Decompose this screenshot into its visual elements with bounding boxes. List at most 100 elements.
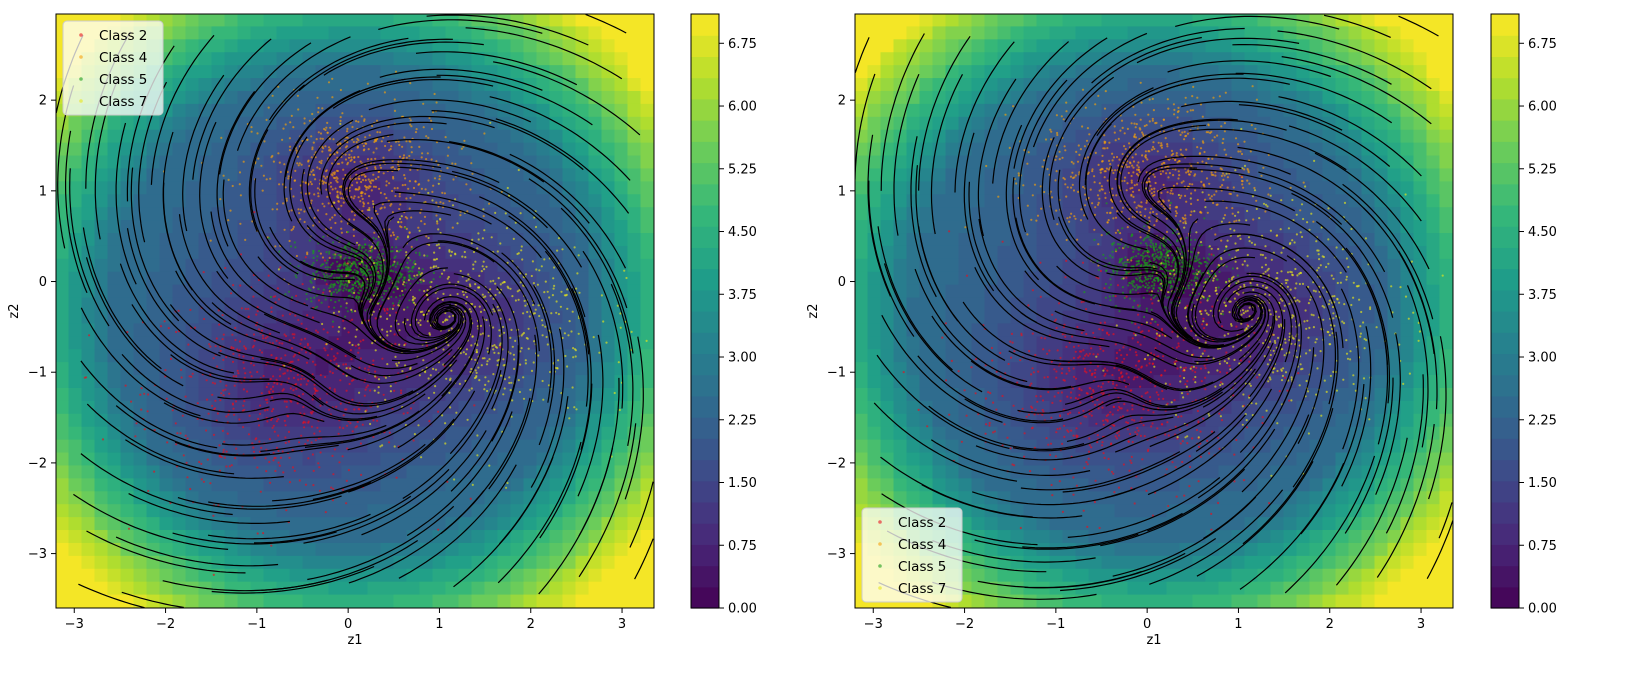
point-class-7: [496, 250, 499, 253]
point-class-2: [1103, 287, 1106, 290]
point-class-5: [1119, 243, 1122, 246]
point-class-5: [357, 247, 360, 250]
point-class-4: [414, 131, 418, 134]
point-class-4: [1172, 174, 1175, 177]
point-class-5: [415, 238, 418, 241]
point-class-5: [1190, 283, 1193, 286]
point-class-7: [566, 406, 570, 409]
point-class-7: [449, 377, 452, 380]
streamline: [125, 439, 284, 479]
point-class-2: [294, 383, 298, 386]
streamline: [272, 443, 426, 502]
colorbar-band: [691, 374, 719, 397]
point-class-7: [520, 347, 523, 350]
point-class-2: [1186, 304, 1189, 307]
point-class-5: [1116, 270, 1119, 273]
point-class-7: [369, 300, 372, 303]
point-class-5: [325, 274, 328, 277]
streamline: [410, 283, 494, 339]
point-class-5: [349, 294, 352, 297]
point-class-5: [361, 270, 364, 273]
point-class-4: [396, 187, 399, 190]
point-class-4: [392, 175, 395, 179]
point-class-4: [1128, 142, 1131, 145]
point-class-2: [307, 379, 310, 382]
point-class-7: [465, 302, 468, 305]
colorbar-tick-label: 3.75: [728, 288, 757, 303]
point-class-2: [202, 480, 205, 483]
point-class-2: [948, 230, 951, 233]
point-class-4: [380, 206, 383, 209]
point-class-4: [317, 131, 320, 134]
point-class-2: [1210, 512, 1213, 516]
point-class-5: [355, 258, 358, 261]
point-class-2: [271, 396, 274, 399]
point-class-4: [1184, 96, 1187, 99]
streamline: [450, 345, 519, 492]
point-class-2: [1063, 424, 1066, 427]
point-class-2: [1101, 401, 1104, 404]
point-class-2: [247, 433, 251, 436]
point-class-2: [1204, 367, 1207, 370]
streamline: [582, 250, 624, 409]
streamline: [436, 74, 593, 126]
point-class-2: [1150, 298, 1153, 301]
point-class-4: [1202, 141, 1205, 144]
point-class-2: [1171, 461, 1174, 464]
point-class-5: [1141, 259, 1144, 262]
point-class-4: [1184, 194, 1187, 197]
point-class-2: [1218, 447, 1221, 450]
point-class-2: [313, 392, 316, 395]
point-class-2: [1092, 353, 1095, 356]
point-class-7: [377, 386, 380, 389]
point-class-7: [564, 354, 567, 358]
point-class-5: [396, 261, 399, 264]
point-class-4: [404, 216, 407, 219]
point-class-5: [305, 298, 308, 301]
point-class-7: [413, 433, 416, 436]
point-class-4: [362, 201, 365, 204]
point-class-4: [1148, 98, 1151, 101]
point-class-5: [317, 287, 320, 291]
point-class-2: [1051, 401, 1054, 404]
point-class-2: [174, 422, 177, 425]
point-class-7: [570, 330, 573, 333]
point-class-7: [488, 358, 491, 361]
point-class-7: [442, 292, 445, 295]
point-class-2: [1194, 371, 1197, 374]
point-class-4: [219, 198, 222, 201]
point-class-2: [219, 349, 222, 352]
point-class-5: [406, 306, 409, 309]
point-class-4: [303, 210, 306, 213]
point-class-2: [322, 291, 325, 294]
point-class-2: [326, 354, 329, 357]
point-class-4: [1149, 184, 1152, 187]
point-class-4: [298, 212, 301, 215]
point-class-7: [357, 343, 360, 346]
point-class-7: [461, 290, 464, 293]
point-class-4: [441, 191, 444, 194]
point-class-2: [1184, 383, 1187, 386]
point-class-4: [339, 119, 342, 122]
point-class-7: [404, 364, 407, 367]
point-class-5: [288, 290, 291, 293]
point-class-5: [330, 273, 334, 276]
point-class-2: [319, 374, 322, 377]
point-class-4: [417, 183, 420, 186]
point-class-4: [318, 167, 321, 170]
point-class-5: [412, 261, 415, 264]
point-class-7: [513, 367, 516, 370]
point-class-4: [1212, 173, 1215, 177]
point-class-4: [257, 157, 260, 160]
streamline: [207, 513, 371, 540]
point-class-7: [471, 483, 474, 486]
point-class-5: [439, 275, 442, 278]
point-class-4: [1226, 186, 1229, 189]
point-class-4: [1135, 206, 1138, 209]
point-class-2: [984, 397, 988, 400]
point-class-4: [447, 146, 450, 149]
point-class-5: [367, 298, 370, 301]
point-class-5: [1134, 239, 1137, 242]
point-class-2: [1134, 322, 1137, 325]
point-class-2: [271, 426, 274, 429]
